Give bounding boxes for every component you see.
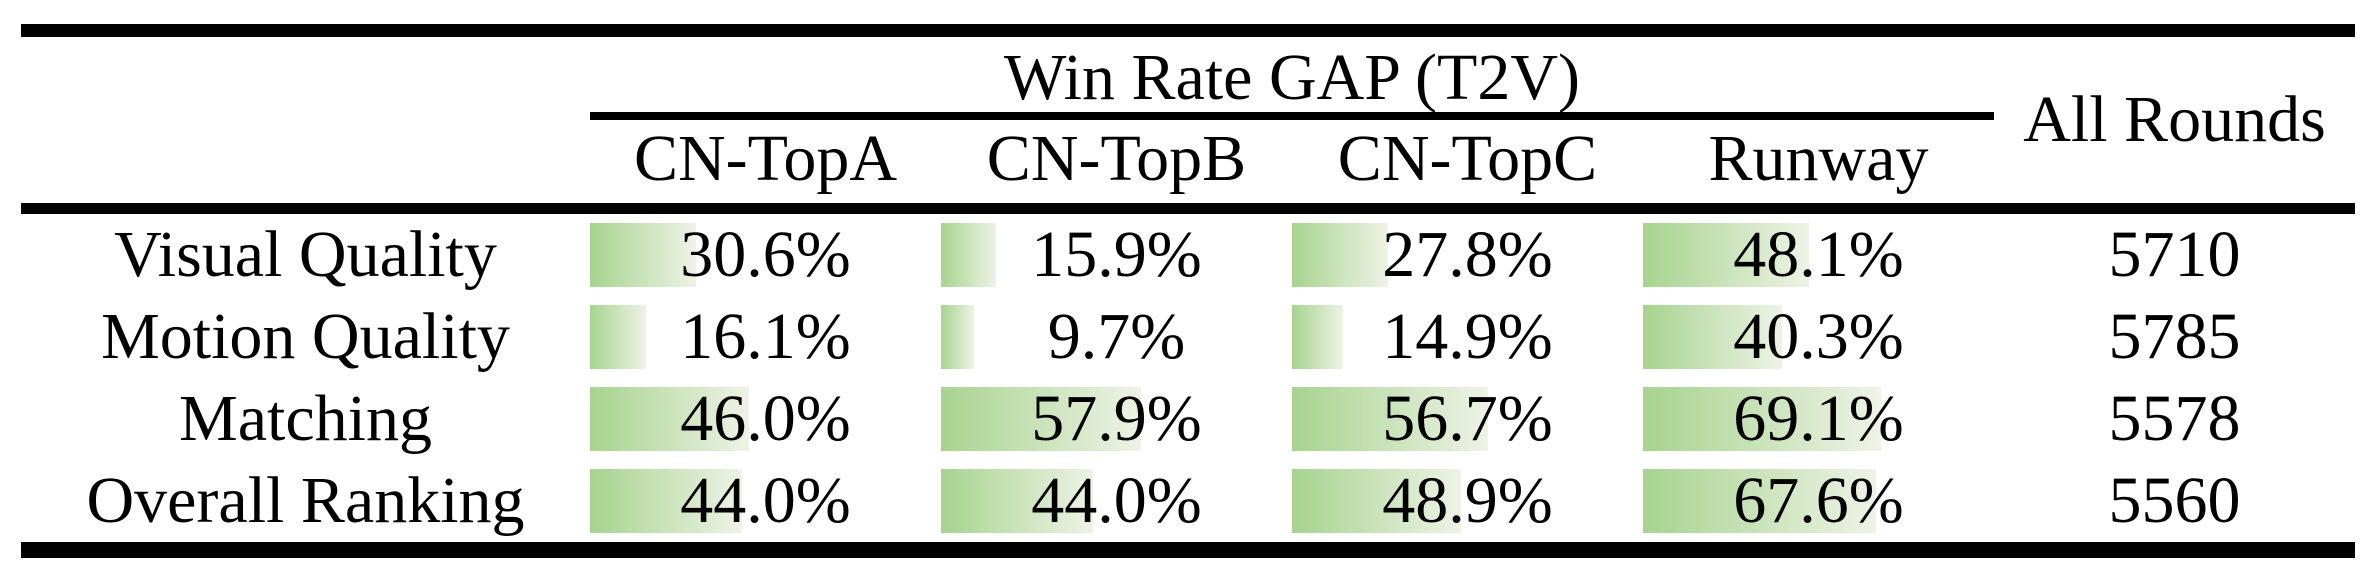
- all-rounds-value: 5560: [2108, 464, 2241, 537]
- all-rounds-value: 5578: [2108, 382, 2241, 455]
- win-rate-bar: [590, 469, 742, 533]
- row-label-motion-quality: Motion Quality: [101, 300, 510, 373]
- win-rate-value: 48.9%: [1382, 464, 1553, 537]
- win-rate-value: 48.1%: [1733, 218, 1904, 291]
- win-rate-cell: 44.0%: [941, 460, 1292, 542]
- win-rate-cell: 57.9%: [941, 378, 1292, 460]
- win-rate-value: 69.1%: [1733, 382, 1904, 455]
- win-rate-cell: 27.8%: [1292, 214, 1643, 296]
- win-rate-bar: [1292, 387, 1488, 451]
- win-rate-table: Win Rate GAP (T2V) All Rounds CN-TopA CN…: [21, 24, 2355, 558]
- win-rate-value: 56.7%: [1382, 382, 1553, 455]
- win-rate-bar: [590, 387, 749, 451]
- win-rate-value: 67.6%: [1733, 464, 1904, 537]
- win-rate-bar: [941, 223, 996, 287]
- win-rate-cell: 46.0%: [590, 378, 941, 460]
- win-rate-cell: 14.9%: [1292, 296, 1643, 378]
- group-header-underline-rule: [590, 112, 1994, 120]
- win-rate-value: 40.3%: [1733, 300, 1904, 373]
- win-rate-cell: 16.1%: [590, 296, 941, 378]
- win-rate-cell: 15.9%: [941, 214, 1292, 296]
- win-rate-bar: [590, 223, 696, 287]
- win-rate-value: 44.0%: [680, 464, 851, 537]
- win-rate-value: 9.7%: [1047, 300, 1186, 373]
- row-label-visual-quality: Visual Quality: [114, 218, 497, 291]
- win-rate-value: 27.8%: [1382, 218, 1553, 291]
- win-rate-cell: 69.1%: [1643, 378, 1994, 460]
- table-header: Win Rate GAP (T2V) All Rounds CN-TopA CN…: [21, 37, 2355, 203]
- win-rate-bar: [1643, 387, 1882, 451]
- win-rate-value: 14.9%: [1382, 300, 1553, 373]
- win-rate-value: 46.0%: [680, 382, 851, 455]
- win-rate-value: 30.6%: [680, 218, 851, 291]
- win-rate-bar: [590, 305, 646, 369]
- win-rate-cell: 48.1%: [1643, 214, 1994, 296]
- win-rate-cell: 40.3%: [1643, 296, 1994, 378]
- win-rate-value: 16.1%: [680, 300, 851, 373]
- column-header-all-rounds: All Rounds: [2023, 83, 2326, 156]
- all-rounds-value: 5785: [2108, 300, 2241, 373]
- header-body-separator-rule: [21, 203, 2355, 214]
- win-rate-bar: [1292, 305, 1344, 369]
- table-bottom-rule: [21, 542, 2355, 558]
- column-header-cn-topb: CN-TopB: [986, 121, 1247, 195]
- table-top-rule: [21, 24, 2355, 37]
- all-rounds-value: 5710: [2108, 218, 2241, 291]
- win-rate-cell: 44.0%: [590, 460, 941, 542]
- win-rate-bar: [941, 305, 975, 369]
- win-rate-value: 44.0%: [1031, 464, 1202, 537]
- row-label-overall-ranking: Overall Ranking: [86, 464, 525, 537]
- win-rate-cell: 67.6%: [1643, 460, 1994, 542]
- win-rate-value: 15.9%: [1031, 218, 1202, 291]
- win-rate-cell: 56.7%: [1292, 378, 1643, 460]
- win-rate-cell: 9.7%: [941, 296, 1292, 378]
- win-rate-bar: [1292, 223, 1388, 287]
- column-header-cn-topa: CN-TopA: [633, 121, 898, 195]
- win-rate-bar: [1643, 305, 1783, 369]
- win-rate-cell: 30.6%: [590, 214, 941, 296]
- column-header-runway: Runway: [1708, 121, 1929, 195]
- group-header-win-rate-gap: Win Rate GAP (T2V): [1004, 40, 1580, 114]
- win-rate-bar: [1292, 469, 1461, 533]
- win-rate-bar: [941, 469, 1093, 533]
- column-header-cn-topc: CN-TopC: [1337, 121, 1598, 195]
- row-label-matching: Matching: [179, 382, 432, 455]
- win-rate-bar: [941, 387, 1141, 451]
- table-body: Visual Quality 30.6% 15.9% 27.8% 48.1% 5…: [21, 214, 2355, 542]
- win-rate-bar: [1643, 469, 1877, 533]
- win-rate-bar: [1643, 223, 1809, 287]
- win-rate-value: 57.9%: [1031, 382, 1202, 455]
- win-rate-cell: 48.9%: [1292, 460, 1643, 542]
